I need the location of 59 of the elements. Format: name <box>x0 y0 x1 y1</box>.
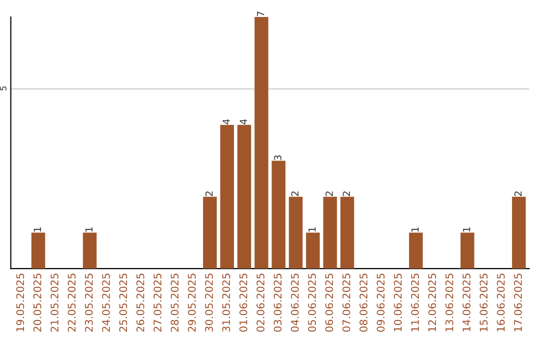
bar <box>340 196 354 269</box>
x-tick-label: 12.06.2025 <box>428 274 436 332</box>
data-label: 4 <box>222 119 230 124</box>
data-label: 2 <box>205 192 213 196</box>
data-label: 2 <box>514 192 522 196</box>
x-tick-label: 13.06.2025 <box>445 274 454 332</box>
x-tick-label: 06.06.2025 <box>325 274 334 332</box>
x-tick-label: 09.06.2025 <box>376 274 385 332</box>
x-tick-label: 24.05.2025 <box>102 274 110 332</box>
bar <box>323 196 337 269</box>
bar <box>409 232 423 269</box>
x-tick-label: 05.06.2025 <box>308 274 316 332</box>
x-tick-label: 25.05.2025 <box>119 274 128 332</box>
data-label: 4 <box>240 119 247 124</box>
x-tick-label: 02.06.2025 <box>256 274 264 332</box>
bar <box>288 196 303 269</box>
x-tick-label: 03.06.2025 <box>274 274 282 332</box>
x-tick-label: 23.05.2025 <box>84 274 93 332</box>
x-tick-label: 01.06.2025 <box>239 274 248 332</box>
data-label: 1 <box>463 227 470 232</box>
x-tick-label: 04.06.2025 <box>290 274 299 332</box>
x-tick-label: 26.05.2025 <box>136 274 144 332</box>
bar <box>306 232 320 269</box>
x-tick-label: 16.06.2025 <box>496 274 505 332</box>
bar <box>31 232 46 269</box>
data-label: 1 <box>34 227 41 232</box>
data-label: 1 <box>308 227 316 232</box>
x-tick-label: 28.05.2025 <box>170 274 179 332</box>
bar <box>460 232 474 269</box>
data-label: 1 <box>85 227 92 232</box>
x-tick-label: 08.06.2025 <box>360 274 368 332</box>
x-tick-label: 21.05.2025 <box>50 274 58 332</box>
bar <box>220 124 234 269</box>
bar <box>237 124 252 269</box>
bar <box>272 160 286 269</box>
data-label: 2 <box>326 192 333 196</box>
x-tick-label: 15.06.2025 <box>480 274 488 332</box>
bar <box>203 196 217 269</box>
bar <box>82 232 97 269</box>
data-label: 7 <box>257 12 264 16</box>
x-tick-label: 31.05.2025 <box>222 274 230 332</box>
bar <box>512 196 526 269</box>
data-label: 2 <box>342 192 350 196</box>
x-tick-label: 20.05.2025 <box>33 274 42 332</box>
x-tick-label: 19.05.2025 <box>16 274 24 332</box>
bar <box>254 17 268 269</box>
y-tick-label: 5 <box>0 86 6 90</box>
x-tick-label: 11.06.2025 <box>411 274 419 332</box>
x-tick-label: 30.05.2025 <box>205 274 213 332</box>
data-label: 1 <box>412 227 419 232</box>
x-tick-label: 14.06.2025 <box>462 274 470 332</box>
x-tick-label: 27.05.2025 <box>154 274 162 332</box>
data-label: 2 <box>291 192 298 196</box>
x-tick-label: 07.06.2025 <box>342 274 350 332</box>
x-tick-label: 22.05.2025 <box>68 274 76 332</box>
x-tick-label: 29.05.2025 <box>188 274 196 332</box>
x-tick-label: 10.06.2025 <box>394 274 402 332</box>
x-tick-label: 17.06.2025 <box>514 274 522 332</box>
data-label: 3 <box>274 155 282 160</box>
